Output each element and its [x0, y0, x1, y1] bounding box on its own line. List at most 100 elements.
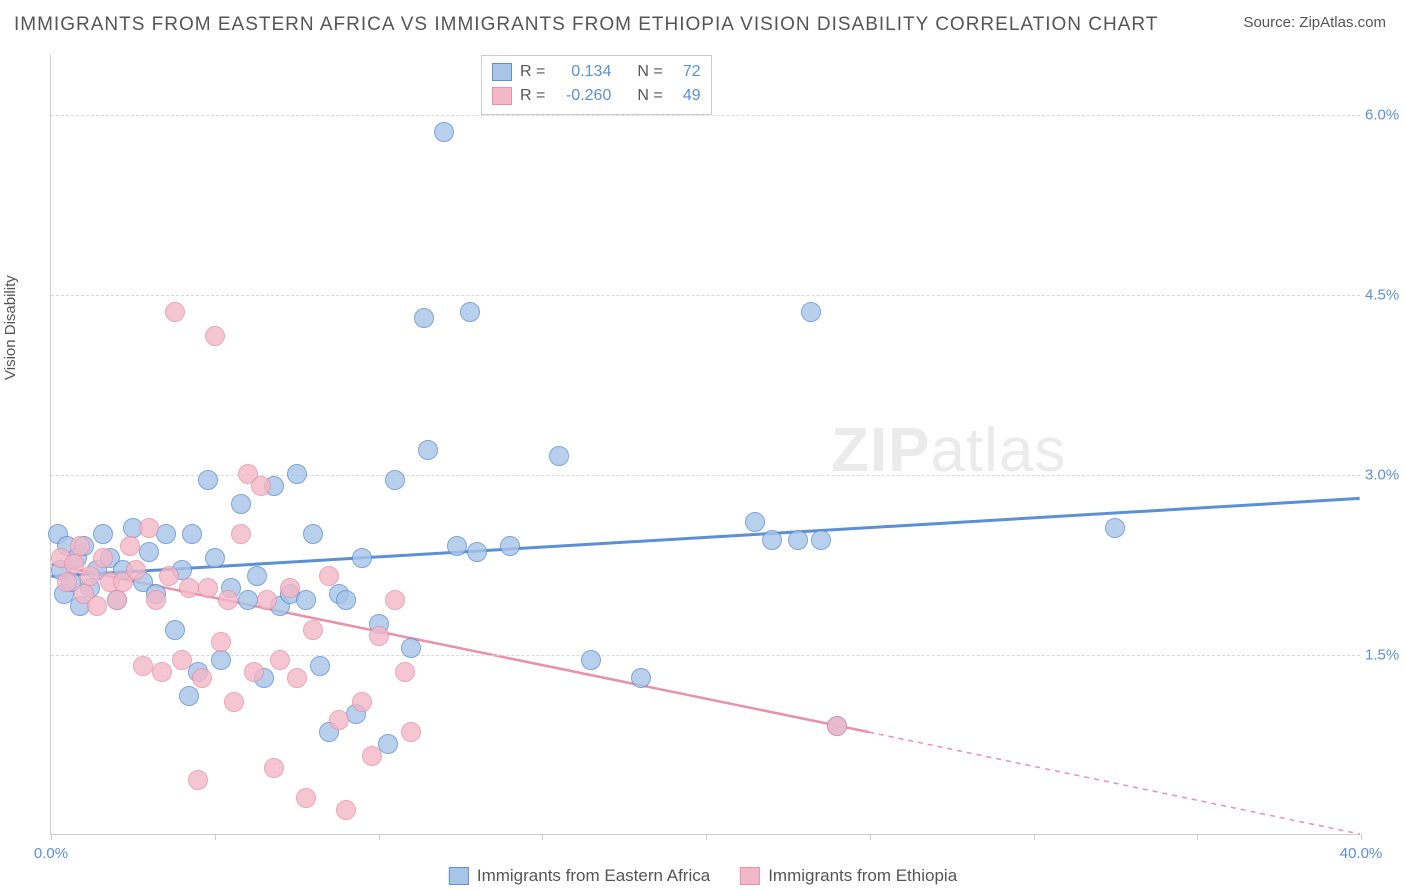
scatter-point	[270, 650, 290, 670]
scatter-point	[319, 566, 339, 586]
scatter-point	[165, 620, 185, 640]
r-label-1: R =	[520, 60, 545, 84]
scatter-point	[418, 440, 438, 460]
scatter-point	[447, 536, 467, 556]
n-value-2: 49	[671, 84, 701, 108]
x-tick	[1361, 834, 1362, 840]
x-tick	[51, 834, 52, 840]
scatter-point	[93, 548, 113, 568]
scatter-point	[811, 530, 831, 550]
legend-swatch-1	[492, 63, 512, 81]
scatter-point	[378, 734, 398, 754]
x-tick	[379, 834, 380, 840]
legend-row-series-1: R = 0.134 N = 72	[492, 60, 701, 84]
scatter-point	[336, 800, 356, 820]
scatter-point	[395, 662, 415, 682]
y-tick-label: 4.5%	[1365, 287, 1406, 304]
scatter-point	[287, 668, 307, 688]
scatter-point	[179, 578, 199, 598]
scatter-point	[385, 470, 405, 490]
scatter-point	[244, 662, 264, 682]
scatter-point	[414, 308, 434, 328]
scatter-point	[500, 536, 520, 556]
scatter-point	[139, 542, 159, 562]
scatter-point	[165, 302, 185, 322]
scatter-point	[631, 668, 651, 688]
x-tick	[1197, 834, 1198, 840]
x-tick	[1034, 834, 1035, 840]
legend-item-2: Immigrants from Ethiopia	[740, 866, 957, 886]
n-label-2: N =	[637, 84, 662, 108]
scatter-point	[434, 122, 454, 142]
scatter-point	[238, 590, 258, 610]
scatter-point	[247, 566, 267, 586]
x-tick	[215, 834, 216, 840]
n-label-1: N =	[637, 60, 662, 84]
scatter-point	[352, 692, 372, 712]
scatter-point	[198, 578, 218, 598]
scatter-point	[211, 632, 231, 652]
scatter-point	[280, 578, 300, 598]
chart-title: IMMIGRANTS FROM EASTERN AFRICA VS IMMIGR…	[14, 14, 1158, 36]
y-tick-label: 1.5%	[1365, 647, 1406, 664]
scatter-point	[385, 590, 405, 610]
scatter-point	[146, 590, 166, 610]
scatter-point	[329, 710, 349, 730]
scatter-point	[182, 524, 202, 544]
legend-swatch-bottom-2	[740, 867, 760, 885]
x-tick	[870, 834, 871, 840]
legend-row-series-2: R = -0.260 N = 49	[492, 84, 701, 108]
scatter-point	[762, 530, 782, 550]
r-label-2: R =	[520, 84, 545, 108]
scatter-point	[264, 758, 284, 778]
scatter-point	[152, 662, 172, 682]
legend-swatch-bottom-1	[449, 867, 469, 885]
scatter-point	[179, 686, 199, 706]
scatter-point	[788, 530, 808, 550]
scatter-point	[198, 470, 218, 490]
scatter-point	[231, 524, 251, 544]
scatter-point	[172, 650, 192, 670]
y-tick-label: 6.0%	[1365, 107, 1406, 124]
source-attribution: Source: ZipAtlas.com	[1243, 14, 1386, 31]
scatter-point	[159, 566, 179, 586]
scatter-point	[93, 524, 113, 544]
scatter-point	[192, 668, 212, 688]
scatter-point	[126, 560, 146, 580]
scatter-point	[303, 620, 323, 640]
scatter-point	[310, 656, 330, 676]
legend-label-2: Immigrants from Ethiopia	[768, 866, 957, 886]
scatter-point	[224, 692, 244, 712]
y-axis-label: Vision Disability	[2, 275, 19, 380]
y-tick-label: 3.0%	[1365, 467, 1406, 484]
scatter-point	[139, 518, 159, 538]
gridline	[51, 655, 1360, 656]
scatter-point	[205, 548, 225, 568]
scatter-point	[80, 566, 100, 586]
scatter-point	[401, 638, 421, 658]
legend-label-1: Immigrants from Eastern Africa	[477, 866, 710, 886]
scatter-point	[107, 590, 127, 610]
scatter-point	[801, 302, 821, 322]
scatter-point	[336, 590, 356, 610]
scatter-point	[87, 596, 107, 616]
x-tick-label: 0.0%	[34, 845, 68, 862]
scatter-point	[303, 524, 323, 544]
scatter-point	[745, 512, 765, 532]
x-tick	[542, 834, 543, 840]
scatter-point	[287, 464, 307, 484]
scatter-point	[70, 536, 90, 556]
r-value-1: 0.134	[553, 60, 611, 84]
scatter-point	[581, 650, 601, 670]
chart-plot-area: ZIPatlas R = 0.134 N = 72 R = -0.260 N =…	[50, 55, 1360, 835]
legend-swatch-2	[492, 87, 512, 105]
scatter-point	[251, 476, 271, 496]
series-legend: Immigrants from Eastern Africa Immigrant…	[449, 866, 957, 886]
gridline	[51, 295, 1360, 296]
scatter-point	[296, 788, 316, 808]
correlation-legend: R = 0.134 N = 72 R = -0.260 N = 49	[481, 55, 712, 115]
scatter-point	[188, 770, 208, 790]
scatter-point	[401, 722, 421, 742]
scatter-point	[467, 542, 487, 562]
scatter-point	[296, 590, 316, 610]
